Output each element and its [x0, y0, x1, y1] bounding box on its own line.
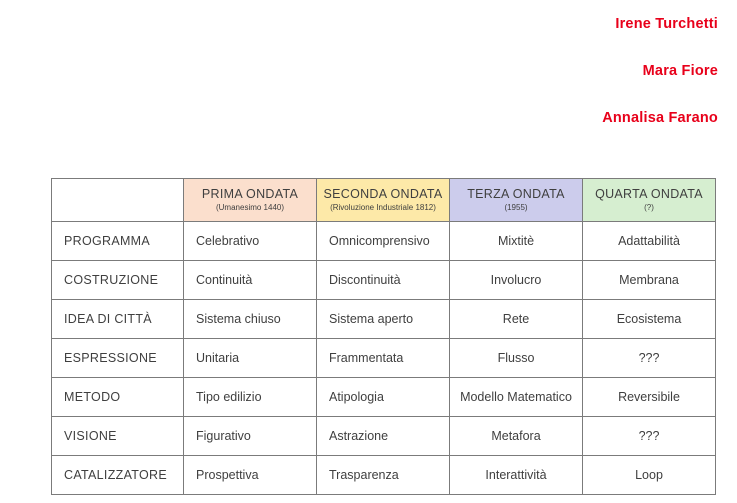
- cell-catalizzatore-quarta: Loop: [582, 455, 716, 495]
- cell-programma-prima: Celebrativo: [183, 221, 317, 261]
- column-header-subtitle: (Umanesimo 1440): [215, 203, 285, 212]
- table-header-row: PRIMA ONDATA (Umanesimo 1440) SECONDA ON…: [51, 178, 716, 222]
- cell-costruzione-seconda: Discontinuità: [316, 260, 450, 300]
- cell-metodo-terza: Modello Matematico: [449, 377, 583, 417]
- cell-idea-seconda: Sistema aperto: [316, 299, 450, 339]
- column-header-subtitle: (?): [644, 203, 654, 212]
- table-row: COSTRUZIONE Continuità Discontinuità Inv…: [51, 260, 716, 300]
- matrix-table: PRIMA ONDATA (Umanesimo 1440) SECONDA ON…: [51, 178, 716, 495]
- table-row: CATALIZZATORE Prospettiva Trasparenza In…: [51, 455, 716, 495]
- table-row: METODO Tipo edilizio Atipologia Modello …: [51, 377, 716, 417]
- row-label-idea-di-citta: IDEA DI CITTÀ: [51, 299, 184, 339]
- table-row: VISIONE Figurativo Astrazione Metafora ?…: [51, 416, 716, 456]
- cell-metodo-quarta: Reversibile: [582, 377, 716, 417]
- row-label-catalizzatore: CATALIZZATORE: [51, 455, 184, 495]
- waves-comparison-table: PRIMA ONDATA (Umanesimo 1440) SECONDA ON…: [51, 178, 716, 495]
- column-header-subtitle: (Rivoluzione Industriale 1812): [330, 203, 436, 212]
- column-header-title: PRIMA ONDATA: [201, 187, 299, 201]
- cell-visione-quarta: ???: [582, 416, 716, 456]
- cell-metodo-prima: Tipo edilizio: [183, 377, 317, 417]
- column-header-subtitle: (1955): [504, 203, 528, 212]
- cell-idea-quarta: Ecosistema: [582, 299, 716, 339]
- credits-block: Irene Turchetti Mara Fiore Annalisa Fara…: [0, 0, 737, 126]
- row-label-costruzione: COSTRUZIONE: [51, 260, 184, 300]
- cell-visione-prima: Figurativo: [183, 416, 317, 456]
- credit-name-3: Annalisa Farano: [602, 110, 718, 126]
- cell-catalizzatore-prima: Prospettiva: [183, 455, 317, 495]
- cell-costruzione-prima: Continuità: [183, 260, 317, 300]
- column-header-title: SECONDA ONDATA: [323, 187, 443, 201]
- cell-programma-seconda: Omnicomprensivo: [316, 221, 450, 261]
- credit-name-1: Irene Turchetti: [615, 16, 718, 32]
- cell-visione-terza: Metafora: [449, 416, 583, 456]
- column-header-seconda-ondata: SECONDA ONDATA (Rivoluzione Industriale …: [316, 178, 450, 222]
- cell-espressione-prima: Unitaria: [183, 338, 317, 378]
- table-row: PROGRAMMA Celebrativo Omnicomprensivo Mi…: [51, 221, 716, 261]
- table-row: ESPRESSIONE Unitaria Frammentata Flusso …: [51, 338, 716, 378]
- cell-catalizzatore-terza: Interattività: [449, 455, 583, 495]
- column-header-title: QUARTA ONDATA: [595, 187, 703, 201]
- cell-costruzione-quarta: Membrana: [582, 260, 716, 300]
- cell-idea-terza: Rete: [449, 299, 583, 339]
- cell-costruzione-terza: Involucro: [449, 260, 583, 300]
- cell-espressione-terza: Flusso: [449, 338, 583, 378]
- cell-espressione-seconda: Frammentata: [316, 338, 450, 378]
- column-header-title: TERZA ONDATA: [467, 187, 565, 201]
- table-corner-cell: [51, 178, 184, 222]
- column-header-prima-ondata: PRIMA ONDATA (Umanesimo 1440): [183, 178, 317, 222]
- cell-visione-seconda: Astrazione: [316, 416, 450, 456]
- cell-programma-quarta: Adattabilità: [582, 221, 716, 261]
- cell-espressione-quarta: ???: [582, 338, 716, 378]
- row-label-programma: PROGRAMMA: [51, 221, 184, 261]
- row-label-espressione: ESPRESSIONE: [51, 338, 184, 378]
- row-label-metodo: METODO: [51, 377, 184, 417]
- cell-catalizzatore-seconda: Trasparenza: [316, 455, 450, 495]
- cell-idea-prima: Sistema chiuso: [183, 299, 317, 339]
- column-header-quarta-ondata: QUARTA ONDATA (?): [582, 178, 716, 222]
- column-header-terza-ondata: TERZA ONDATA (1955): [449, 178, 583, 222]
- row-label-visione: VISIONE: [51, 416, 184, 456]
- cell-programma-terza: Mixtitè: [449, 221, 583, 261]
- credit-name-2: Mara Fiore: [642, 63, 718, 79]
- cell-metodo-seconda: Atipologia: [316, 377, 450, 417]
- table-row: IDEA DI CITTÀ Sistema chiuso Sistema ape…: [51, 299, 716, 339]
